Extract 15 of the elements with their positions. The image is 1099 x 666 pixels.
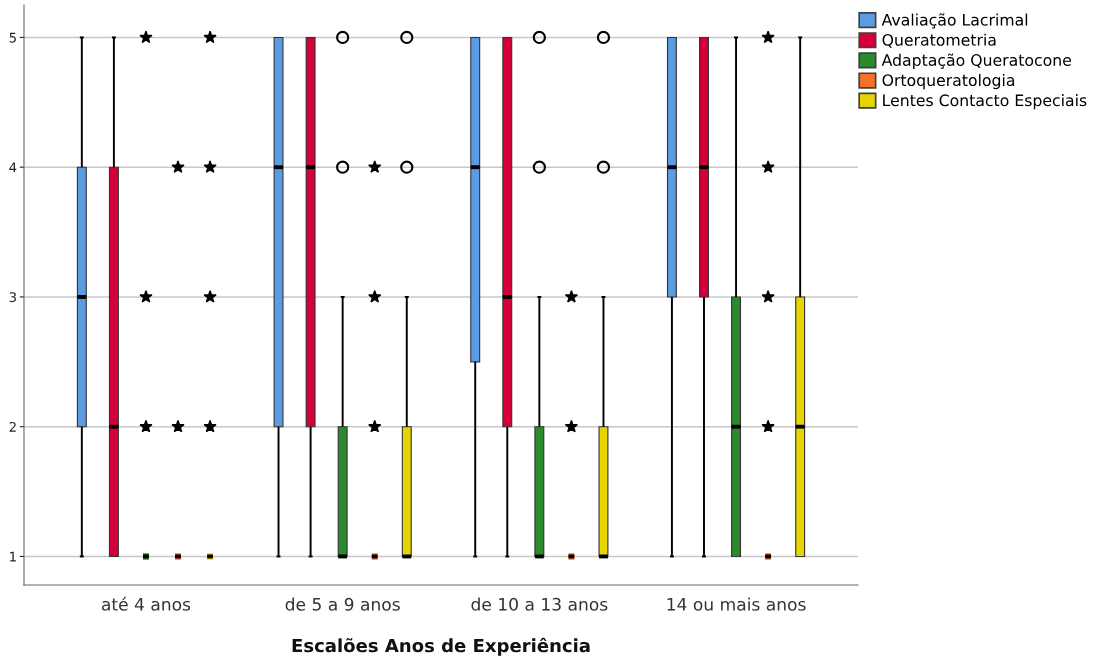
legend-label: Avaliação Lacrimal xyxy=(881,13,1028,29)
legend-label: Ortoqueratologia xyxy=(882,73,1015,90)
x-tick-label: de 10 a 13 anos xyxy=(471,597,608,611)
y-tick-label: 4 xyxy=(9,162,17,173)
y-tick-label: 1 xyxy=(10,551,16,562)
y-tick-label: 5 xyxy=(9,32,16,43)
x-tick-label: de 5 a 9 anos xyxy=(285,597,400,611)
legend-label: Queratometria xyxy=(882,33,996,48)
x-tick-label: 14 ou mais anos xyxy=(667,597,806,611)
y-tick-label: 3 xyxy=(9,292,16,303)
x-tick-label: até 4 anos xyxy=(101,596,191,611)
y-tick-label: 2 xyxy=(9,421,16,432)
legend-label: Lentes Contacto Especiais xyxy=(883,94,1087,110)
x-axis-title: Escalões Anos de Experiência xyxy=(292,637,590,656)
legend-label: Adaptação Queratocone xyxy=(881,53,1072,70)
